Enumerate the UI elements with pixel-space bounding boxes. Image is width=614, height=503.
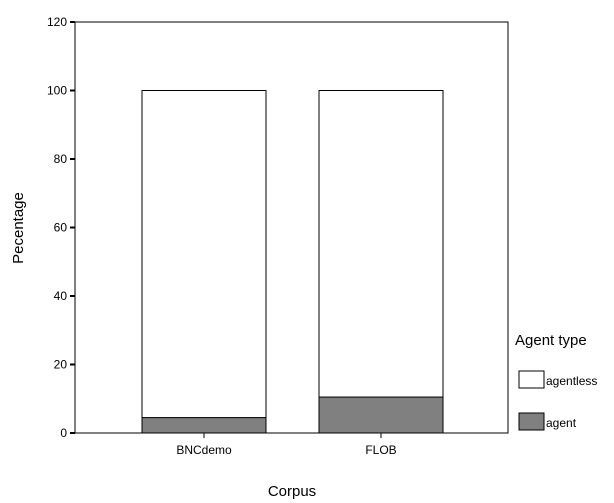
y-axis: 0 20 40 60 80 100 120 [47, 15, 75, 440]
bar-segment-agentless [319, 91, 443, 398]
bar-segment-agent [319, 397, 443, 433]
y-tick-label: 60 [54, 221, 68, 235]
legend-swatch-agent [519, 413, 544, 430]
y-tick-label: 100 [47, 84, 67, 98]
x-axis-title: Corpus [268, 483, 316, 500]
x-tick-label: FLOB [365, 443, 396, 457]
x-axis: BNCdemo FLOB [176, 433, 396, 457]
y-tick-label: 120 [47, 15, 67, 29]
y-tick-label: 0 [60, 426, 67, 440]
y-axis-title: Pecentage [10, 192, 27, 264]
bars [142, 91, 443, 434]
legend-label-agentless: agentless [546, 374, 597, 388]
y-tick-label: 20 [54, 358, 68, 372]
legend: Agent type agentless agent [515, 332, 597, 430]
bar-segment-agentless [142, 91, 266, 418]
bar-segment-agent [142, 418, 266, 433]
y-tick-label: 40 [54, 289, 68, 303]
legend-title: Agent type [515, 332, 587, 349]
legend-swatch-agentless [519, 371, 544, 388]
x-tick-label: BNCdemo [176, 443, 232, 457]
y-tick-label: 80 [54, 152, 68, 166]
legend-label-agent: agent [546, 416, 577, 430]
